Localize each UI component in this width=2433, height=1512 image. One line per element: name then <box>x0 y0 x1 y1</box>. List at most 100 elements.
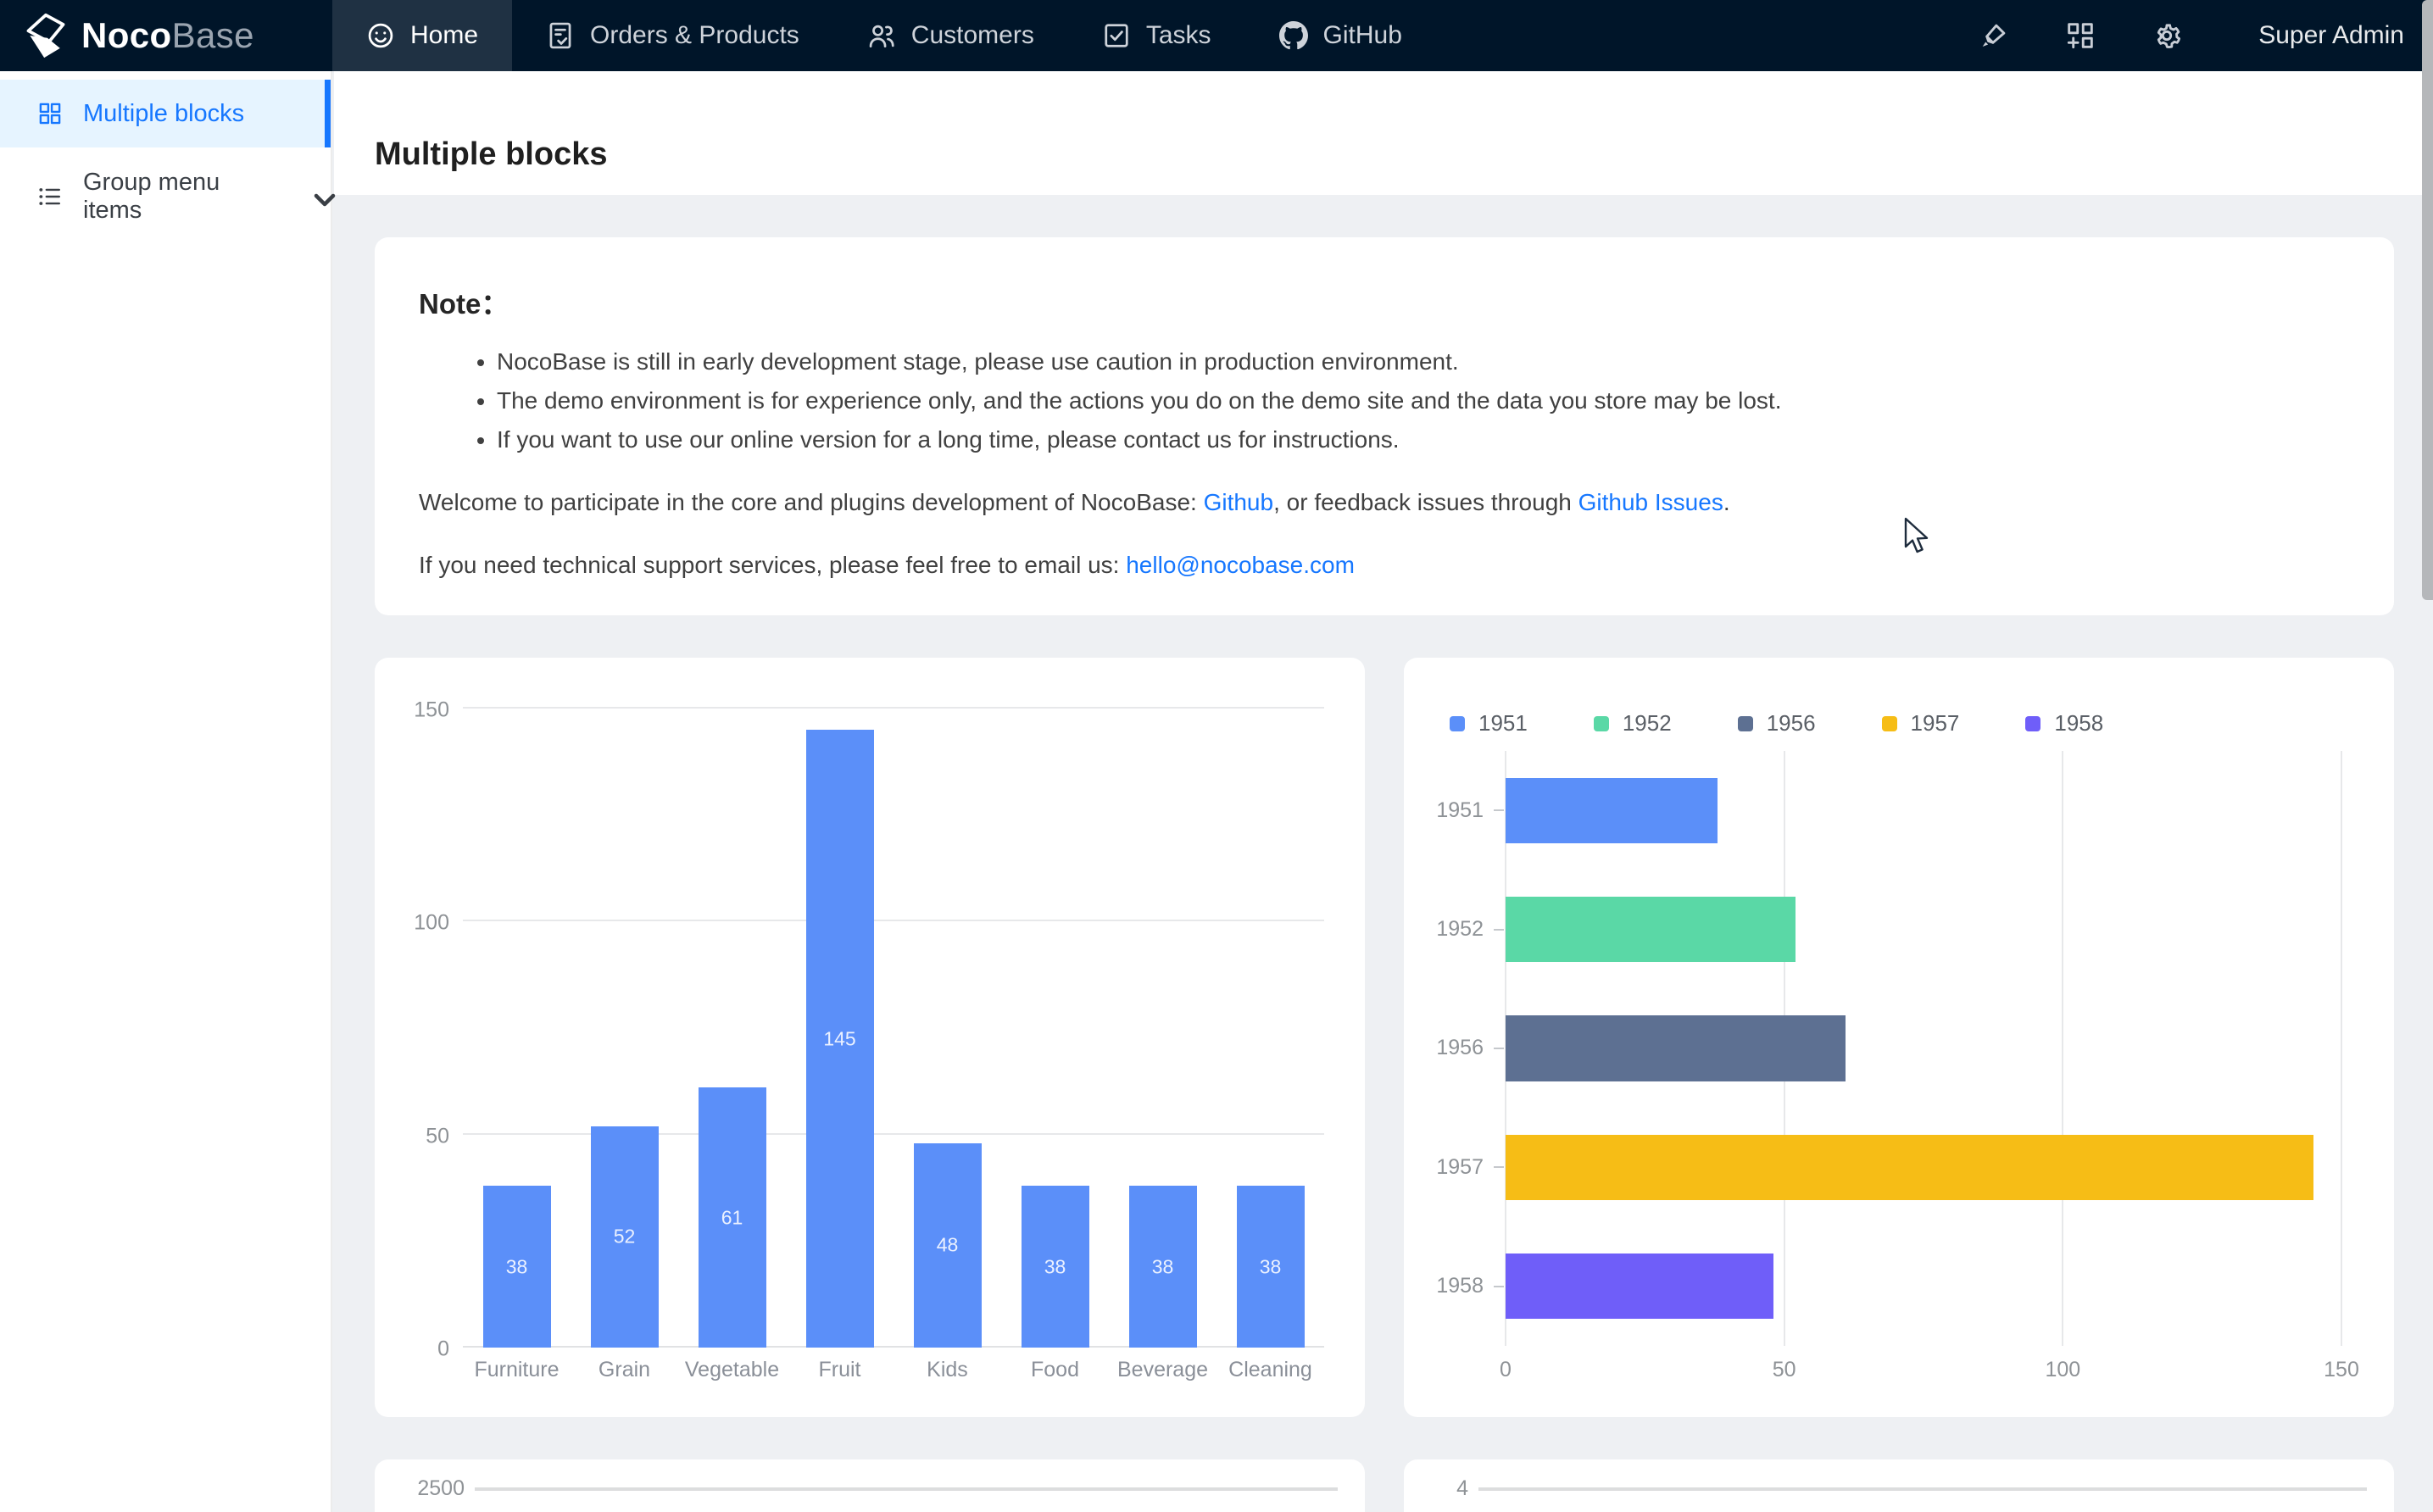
nav-tab-github[interactable]: GitHub <box>1245 0 1436 71</box>
bar-value-label: 61 <box>721 1206 743 1229</box>
support-paragraph: If you need technical support services, … <box>419 546 2350 585</box>
y-axis-category-label: 1951 <box>1436 798 1484 822</box>
top-navbar: NocoBase Home Orders & Products Customers T… <box>0 0 2433 71</box>
horizontal-bar-1951 <box>1506 777 1718 843</box>
list-icon <box>37 184 63 209</box>
y-axis-tick-label: 100 <box>414 910 449 935</box>
gridline <box>463 920 1324 922</box>
column-bar-cleaning: 38 <box>1236 1186 1305 1348</box>
nav-tab-label: Customers <box>910 21 1034 49</box>
bar-row-1952: 1952 <box>1436 870 2341 988</box>
nav-tab-tasks[interactable]: Tasks <box>1068 0 1245 71</box>
bar-value-label: 38 <box>505 1255 528 1277</box>
legend-item-1956[interactable]: 1956 <box>1737 710 1816 737</box>
partial-left-top-tick: 2500 <box>417 1476 465 1500</box>
partial-chart-card-right: 4 <box>1404 1459 2394 1512</box>
column-chart-card: 0 50 100 150 38 52 61 145 48 38 38 38 Furniture Grai… <box>375 658 1365 1417</box>
legend-item-1951[interactable]: 1951 <box>1450 710 1528 737</box>
axis-tick <box>1494 1166 1504 1169</box>
x-axis-category-label: Cleaning <box>1228 1358 1312 1381</box>
axis-tick <box>1494 809 1504 812</box>
axis-tick <box>1494 1285 1504 1287</box>
bar-row-1957: 1957 <box>1436 1108 2341 1226</box>
axis-tick <box>1494 928 1504 931</box>
welcome-text-after: . <box>1723 489 1730 515</box>
legend-label: 1956 <box>1766 710 1816 736</box>
vertical-scrollbar-thumb[interactable] <box>2422 0 2433 600</box>
note-bullet: The demo environment is for experience o… <box>497 381 2350 420</box>
horizontal-bar-1957 <box>1506 1134 2314 1201</box>
gridline <box>2341 751 2342 1346</box>
nocobase-logo[interactable]: NocoBase <box>0 0 332 71</box>
support-email-link[interactable]: hello@nocobase.com <box>1126 552 1355 578</box>
legend-swatch <box>1881 715 1897 731</box>
chart-legend: 1951 1952 1956 1957 1958 <box>1450 710 2394 737</box>
navbar-actions: Super Admin <box>1979 0 2433 71</box>
smile-icon <box>366 21 395 50</box>
grid-icon <box>37 101 63 126</box>
legend-item-1957[interactable]: 1957 <box>1881 710 1959 737</box>
horizontal-bar-1956 <box>1506 1015 1846 1081</box>
blocks-add-icon[interactable] <box>2065 20 2096 51</box>
horizontal-bar-chart-card: 1951 1952 1956 1957 1958 1951 1952 1956 1957 195… <box>1404 658 2394 1417</box>
logo-text: NocoBase <box>81 15 254 55</box>
x-axis-category-label: Furniture <box>474 1358 560 1381</box>
note-heading: Note： <box>419 288 509 320</box>
highlighter-icon[interactable] <box>1979 20 2009 51</box>
legend-label: 1952 <box>1622 710 1672 736</box>
legend-swatch <box>1450 715 1465 731</box>
y-axis-category-label: 1956 <box>1436 1036 1484 1060</box>
nav-tab-orders-products[interactable]: Orders & Products <box>512 0 833 71</box>
sidebar-item-multiple-blocks[interactable]: Multiple blocks <box>0 80 331 147</box>
sidebar: Multiple blocks Group menu items <box>0 71 336 1512</box>
welcome-text: Welcome to participate in the core and p… <box>419 489 1204 515</box>
column-bar-food: 38 <box>1021 1186 1089 1348</box>
sidebar-item-label: Multiple blocks <box>83 99 245 127</box>
user-menu[interactable]: Super Admin <box>2258 21 2404 49</box>
page-title: Multiple blocks <box>375 136 608 172</box>
nav-tab-home[interactable]: Home <box>332 0 513 71</box>
legend-swatch <box>2025 715 2041 731</box>
x-axis-tick-label: 150 <box>2324 1358 2359 1381</box>
gear-icon[interactable] <box>2152 20 2182 51</box>
partial-right-gridline <box>1478 1487 2367 1491</box>
github-link[interactable]: Github <box>1203 489 1274 515</box>
gridline <box>463 1346 1324 1348</box>
column-bar-vegetable: 61 <box>698 1087 766 1348</box>
gridline <box>463 1132 1324 1135</box>
legend-item-1958[interactable]: 1958 <box>2025 710 2103 737</box>
column-chart-x-labels: Furniture Grain Vegetable Fruit Kids Food Beve… <box>463 1358 1324 1382</box>
bar-row-1956: 1956 <box>1436 989 2341 1108</box>
column-bar-furniture: 38 <box>482 1186 551 1348</box>
legend-label: 1958 <box>2054 710 2104 736</box>
check-square-icon <box>1102 21 1131 50</box>
legend-swatch <box>1593 715 1609 731</box>
x-axis-category-label: Grain <box>598 1358 651 1381</box>
x-axis-category-label: Fruit <box>818 1358 861 1381</box>
bar-value-label: 38 <box>1044 1255 1066 1277</box>
welcome-text-middle: , or feedback issues through <box>1273 489 1578 515</box>
horizontal-bar-chart-plot: 1951 1952 1956 1957 1958 <box>1436 751 2342 1346</box>
x-axis-category-label: Food <box>1031 1358 1079 1381</box>
x-axis-category-label: Kids <box>927 1358 968 1381</box>
main-area: Multiple blocks Note： NocoBase is still … <box>334 71 2433 1512</box>
horizontal-bar-1958 <box>1506 1254 1773 1320</box>
y-axis-tick-label: 0 <box>437 1337 449 1361</box>
nav-tab-customers[interactable]: Customers <box>833 0 1068 71</box>
y-axis-category-label: 1958 <box>1436 1274 1484 1298</box>
github-icon <box>1278 21 1308 50</box>
axis-tick <box>1494 1047 1504 1049</box>
github-issues-link[interactable]: Github Issues <box>1578 489 1723 515</box>
sidebar-item-group-menu-items[interactable]: Group menu items <box>0 163 336 231</box>
nocobase-logo-icon <box>26 13 65 58</box>
nav-tab-label: Tasks <box>1145 21 1211 49</box>
support-text: If you need technical support services, … <box>419 552 1127 578</box>
partial-chart-card-left: 2500 <box>375 1459 1365 1512</box>
legend-swatch <box>1737 715 1753 731</box>
column-bar-beverage: 38 <box>1128 1186 1197 1348</box>
legend-item-1952[interactable]: 1952 <box>1593 710 1672 737</box>
x-axis-category-label: Beverage <box>1116 1358 1209 1381</box>
welcome-paragraph: Welcome to participate in the core and p… <box>419 483 2350 522</box>
y-axis-category-label: 1957 <box>1436 1154 1484 1179</box>
